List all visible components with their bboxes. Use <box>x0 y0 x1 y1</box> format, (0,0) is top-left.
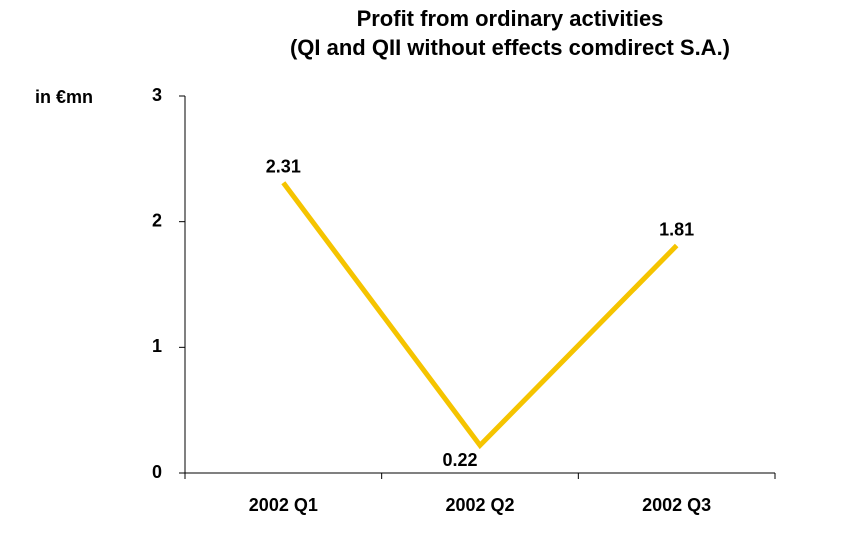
data-label: 0.22 <box>442 450 477 470</box>
y-tick-label: 3 <box>152 85 162 105</box>
chart-title: Profit from ordinary activities <box>357 6 664 31</box>
y-tick-label: 0 <box>152 462 162 482</box>
y-tick-label: 1 <box>152 336 162 356</box>
line <box>281 181 679 450</box>
x-tick-label: 2002 Q2 <box>445 495 514 515</box>
data-label: 2.31 <box>266 156 301 176</box>
data-label: 1.81 <box>659 219 694 239</box>
x-tick-label: 2002 Q3 <box>642 495 711 515</box>
chart-subtitle: (QI and QII without effects comdirect S.… <box>290 35 730 60</box>
x-tick-label: 2002 Q1 <box>249 495 318 515</box>
y-axis-label: in €mn <box>35 87 93 107</box>
y-tick-label: 2 <box>152 210 162 230</box>
